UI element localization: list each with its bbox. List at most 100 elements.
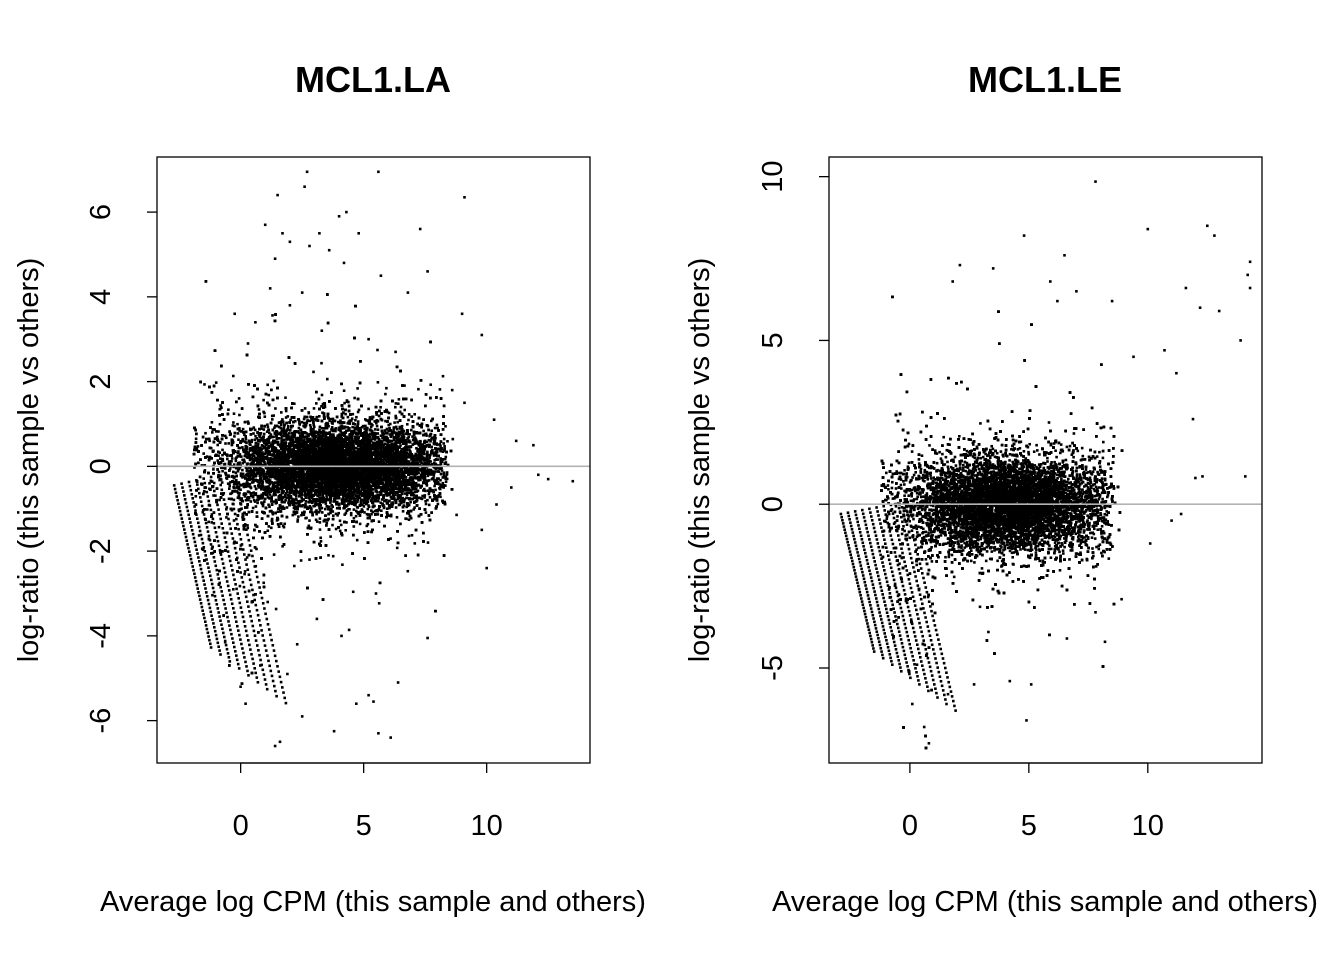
scatter-point [213,428,216,431]
scatter-point [238,427,241,430]
scatter-point [382,443,386,447]
scatter-point [206,508,209,511]
scatter-point [350,429,353,433]
scatter-point [286,424,290,428]
scatter-point [320,405,323,408]
scatter-point [232,483,236,486]
scatter-point [276,523,280,526]
scatter-point [261,504,265,508]
scatter-point [384,419,387,423]
scatter-point [359,426,362,430]
scatter-point [336,514,339,517]
scatter-point [409,500,412,504]
scatter-point [410,415,413,418]
scatter-point [406,504,409,508]
scatter-point [208,439,211,443]
scatter-point [225,506,229,509]
scatter-point [442,437,446,441]
scatter-point [356,387,359,390]
scatter-point [262,398,265,402]
scatter-point [307,524,311,528]
scatter-point [377,520,381,523]
scatter-point [379,501,383,505]
scatter-point [384,392,387,396]
scatter-point [397,398,401,401]
scatter-point [436,426,439,430]
scatter-point [379,406,382,409]
scatter-point [377,602,381,605]
scatter-point [406,569,410,573]
scatter-point [379,434,383,437]
scatter-point [393,421,396,424]
scatter-point [395,546,399,550]
scatter-point [299,559,303,562]
scatter-point [442,471,446,474]
scatter-point [193,466,196,469]
scatter-point [262,581,265,585]
scatter-point [211,431,214,434]
scatter-point [303,407,307,410]
scatter-point [368,514,372,518]
scatter-point [207,520,210,524]
scatter-point [212,494,215,497]
scatter-point [315,520,319,523]
y-axis-label: log-ratio (this sample vs others) [13,258,45,663]
scatter-point [266,529,270,532]
x-axis-label: Average log CPM (this sample and others) [100,886,646,918]
scatter-point [302,471,305,474]
scatter-point [233,312,236,316]
scatter-point [386,410,389,414]
scatter-point [270,526,273,530]
scatter-point [309,426,313,429]
scatter-point [271,314,274,317]
scatter-point [253,428,257,432]
scatter-point [436,480,440,484]
scatter-point [331,510,335,513]
scatter-point [244,437,248,441]
scatter-point [235,478,238,482]
scatter-point [326,377,329,381]
scatter-point [272,457,275,460]
scatter-point [403,384,406,387]
scatter-point [252,432,255,435]
scatter-point [426,541,430,544]
scatter-point [267,393,271,397]
scatter-point [284,396,287,399]
scatter-point [260,486,263,490]
scatter-point [429,473,432,476]
scatter-point [337,420,340,424]
scatter-point [351,425,354,429]
scatter-point [211,593,214,597]
scatter-point [227,408,230,411]
scatter-point [203,469,207,472]
scatter-point [272,553,276,556]
scatter-point [267,525,271,528]
scatter-point [271,418,274,421]
scatter-point [202,489,206,493]
scatter-point [284,409,288,413]
scatter-point [326,436,330,439]
scatter-point [210,421,214,424]
scatter-point [387,411,391,415]
scatter-point [443,444,446,448]
scatter-point [210,521,213,524]
scatter-point [403,408,406,412]
scatter-point [347,628,351,632]
scatter-point [319,540,323,543]
scatter-point [312,370,315,374]
scatter-point [411,491,415,495]
scatter-point [301,504,305,507]
scatter-point [277,425,281,429]
scatter-point [371,435,375,439]
scatter-point [296,520,299,523]
scatter-point [263,415,267,418]
scatter-point [401,510,405,513]
scatter-point [201,510,205,514]
scatter-point [368,416,372,419]
scatter-point [343,401,346,405]
scatter-point [238,413,241,417]
scatter-point [197,534,201,537]
scatter-point [246,524,249,527]
